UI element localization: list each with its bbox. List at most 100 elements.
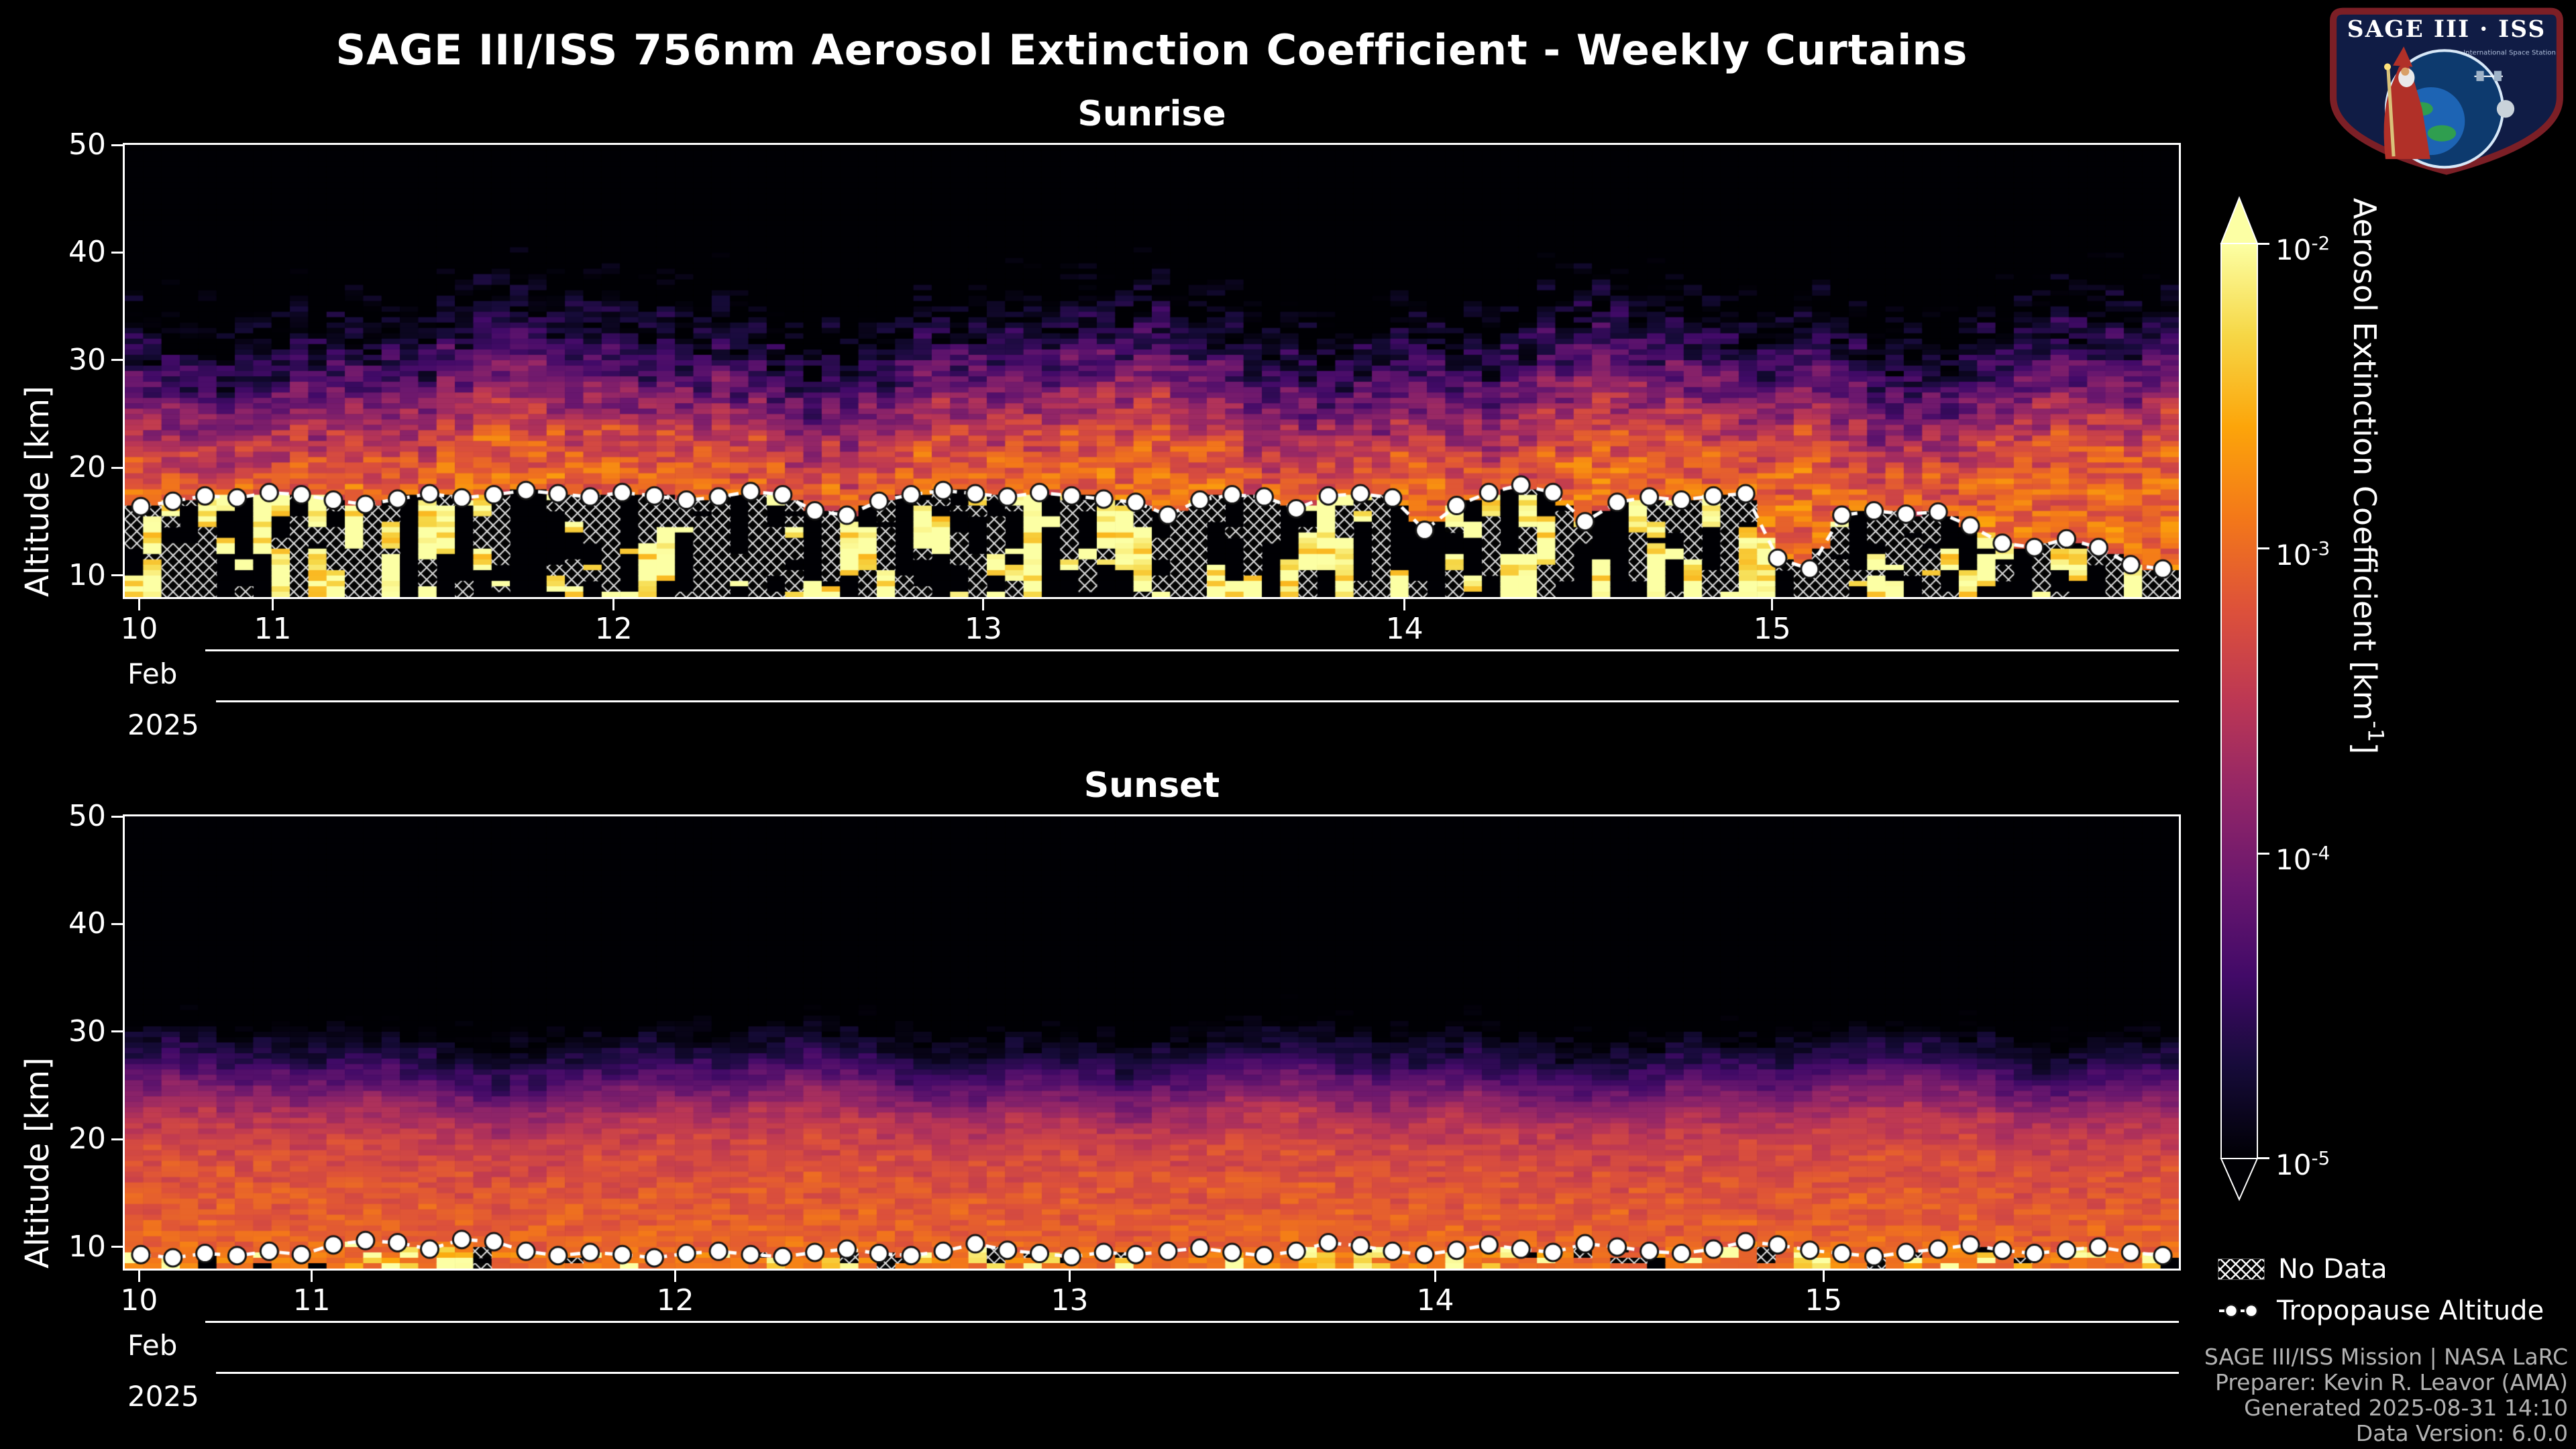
y-tick-label: 50: [68, 127, 106, 162]
y-tick-label: 20: [68, 450, 106, 485]
y-tick-mark: [111, 815, 123, 818]
logo-land-2: [2427, 125, 2457, 142]
y-tick-mark: [111, 359, 123, 362]
x-tick-label: 14: [1416, 1283, 1454, 1318]
no-data-hatch-icon: [2218, 1258, 2265, 1280]
attribution-preparer: Preparer: Kevin R. Leavor (AMA): [2215, 1369, 2568, 1395]
attribution-block: SAGE III/ISS Mission | NASA LaRC Prepare…: [2204, 1344, 2568, 1446]
colorbar: [2220, 196, 2259, 1201]
y-tick-mark: [111, 574, 123, 577]
colorbar-tick-label: 10-2: [2275, 232, 2330, 266]
y-tick-mark: [111, 1246, 123, 1248]
attribution-version: Data Version: 6.0.0: [2355, 1420, 2568, 1446]
x-tick-label: 12: [656, 1283, 694, 1318]
x-tick-mark: [982, 599, 985, 610]
logo-wizard-robe: [2383, 64, 2430, 160]
logo-title: SAGE III · ISS: [2347, 16, 2546, 43]
y-tick-label: 50: [68, 799, 106, 833]
x-tick-label: 13: [964, 612, 1002, 646]
x-tick-mark: [1069, 1271, 1071, 1282]
year-label: 2025: [127, 1380, 199, 1413]
y-tick-label: 10: [68, 1229, 106, 1264]
colorbar-tick-label: 10-4: [2275, 842, 2330, 876]
year-axis-line: [216, 1372, 2179, 1374]
x-tick-mark: [271, 599, 274, 610]
x-tick-label: 10: [120, 1283, 158, 1318]
y-tick-mark: [111, 466, 123, 469]
x-tick-label: 11: [292, 1283, 331, 1318]
colorbar-tick-mark: [2258, 1157, 2269, 1159]
month-label: Feb: [127, 657, 178, 690]
x-tick-label: 15: [1753, 612, 1791, 646]
month-label: Feb: [127, 1329, 178, 1362]
x-tick-mark: [138, 599, 140, 610]
panel-sunset-subtitle: Sunset: [1083, 765, 1220, 806]
sunset-year-row: 2025: [125, 1372, 2179, 1413]
sunrise-heatmap-canvas: [125, 145, 2179, 597]
y-tick-label: 20: [68, 1122, 106, 1157]
colorbar-tick-mark: [2258, 853, 2269, 855]
x-tick-mark: [311, 1271, 313, 1282]
logo-wizard-face: [2401, 67, 2410, 76]
colorbar-tick-label: 10-3: [2275, 537, 2330, 572]
panel-sunrise-subtitle: Sunrise: [1077, 94, 1226, 134]
sunrise-year-row: 2025: [125, 700, 2179, 741]
y-tick-label: 30: [68, 342, 106, 377]
legend: No Data Tropopause Altitude: [2218, 1252, 2573, 1335]
attribution-generated: Generated 2025-08-31 14:10: [2244, 1395, 2568, 1421]
y-tick-mark: [111, 1030, 123, 1033]
legend-label-tropopause: Tropopause Altitude: [2277, 1295, 2544, 1326]
panel-sunset: Sunset Altitude [km] Feb 2025 10 20 30 40 50…: [0, 765, 2576, 1434]
month-axis-line: [205, 1321, 2179, 1323]
y-tick-label: 30: [68, 1014, 106, 1049]
year-label: 2025: [127, 708, 199, 741]
x-tick-mark: [1434, 1271, 1437, 1282]
colorbar-over-arrow: [2220, 196, 2259, 244]
colorbar-under-arrow: [2220, 1158, 2259, 1201]
x-tick-mark: [1771, 599, 1774, 610]
legend-row-tropopause: Tropopause Altitude: [2218, 1293, 2573, 1328]
month-axis-line: [205, 649, 2179, 651]
colorbar-gradient-body: [2220, 243, 2258, 1159]
legend-label-no-data: No Data: [2278, 1254, 2387, 1285]
colorbar-axis-label: Aerosol Extinction Coefficient [km-1]: [2347, 198, 2389, 755]
x-tick-mark: [612, 599, 615, 610]
y-tick-mark: [111, 144, 123, 146]
x-tick-mark: [1403, 599, 1406, 610]
figure-title: SAGE III/ISS 756nm Aerosol Extinction Co…: [335, 25, 1968, 74]
y-tick-label: 40: [68, 906, 106, 941]
panel-sunrise: Sunrise Altitude [km] Feb 2025 10 20 30 40 5…: [0, 94, 2576, 762]
sunset-heatmap-canvas: [125, 816, 2179, 1269]
x-tick-label: 15: [1805, 1283, 1843, 1318]
x-tick-label: 11: [254, 612, 292, 646]
year-axis-line: [216, 700, 2179, 702]
x-tick-label: 10: [120, 612, 158, 646]
logo-wizard-staff: [2386, 69, 2396, 157]
colorbar-tick-label: 10-5: [2275, 1147, 2330, 1181]
logo-iss-panel-left: [2476, 70, 2484, 81]
y-tick-mark: [111, 922, 123, 925]
logo-staff-tip: [2383, 63, 2392, 70]
x-tick-mark: [674, 1271, 677, 1282]
logo-iss-panel-right: [2493, 70, 2502, 81]
logo-subtext: International Space Station: [2463, 49, 2556, 56]
x-tick-mark: [138, 1271, 140, 1282]
tropopause-line-icon: [2219, 1303, 2262, 1318]
x-tick-label: 13: [1051, 1283, 1089, 1318]
logo-moon: [2496, 100, 2515, 118]
logo-wizard-hat: [2393, 46, 2413, 67]
x-tick-label: 12: [594, 612, 633, 646]
sunset-heatmap-plot: [123, 814, 2181, 1271]
sunrise-heatmap-plot: [123, 143, 2181, 599]
sage-iss-logo: SAGE III · ISS International Space Stati…: [2330, 7, 2563, 175]
x-tick-mark: [1822, 1271, 1825, 1282]
colorbar-tick-mark: [2258, 547, 2269, 549]
y-tick-label: 40: [68, 235, 106, 270]
sunrise-month-row: Feb: [125, 649, 2179, 690]
y-tick-mark: [111, 251, 123, 254]
sunset-month-row: Feb: [125, 1321, 2179, 1362]
colorbar-tick-mark: [2258, 243, 2269, 245]
x-tick-label: 14: [1385, 612, 1424, 646]
y-tick-label: 10: [68, 557, 106, 592]
y-tick-mark: [111, 1138, 123, 1140]
